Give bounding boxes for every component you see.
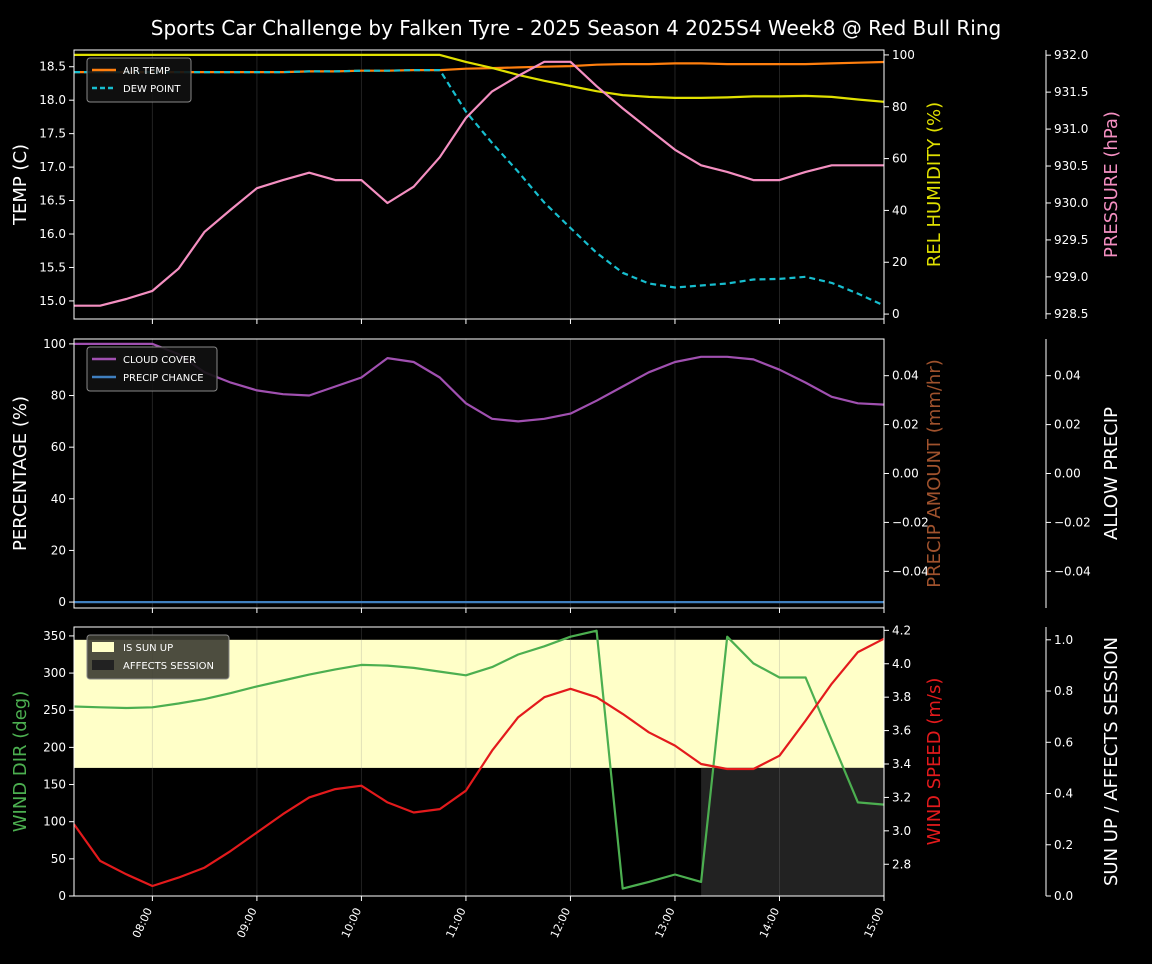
y2-tick-label: 80 <box>892 100 907 114</box>
y-axis-label: TEMP (C) <box>10 144 31 226</box>
legend-label: AFFECTS SESSION <box>123 661 214 672</box>
y2-tick-label: 20 <box>892 255 907 269</box>
y2-tick-label: 0.02 <box>892 418 919 432</box>
y3-tick-label: 929.5 <box>1054 233 1088 247</box>
y3-tick-label: 0.04 <box>1054 369 1081 383</box>
y2-tick-label: 3.4 <box>892 757 911 771</box>
y3-tick-label: 0.6 <box>1054 735 1073 749</box>
y-tick-label: 16.0 <box>39 227 66 241</box>
y2-tick-label: 40 <box>892 203 907 217</box>
y2-tick-label: 2.8 <box>892 857 911 871</box>
y-tick-label: 0 <box>58 595 66 609</box>
y-tick-label: 80 <box>51 389 66 403</box>
y3-tick-label: 0.00 <box>1054 467 1081 481</box>
x-tick-label: 12:00 <box>548 906 573 940</box>
series-line-dew-point <box>74 69 885 307</box>
legend-swatch <box>92 660 114 670</box>
y3-tick-label: 931.5 <box>1054 85 1088 99</box>
y2-tick-label: 3.0 <box>892 824 911 838</box>
y-axis-label: PERCENTAGE (%) <box>10 396 31 551</box>
y-axis-label: WIND DIR (deg) <box>10 691 31 833</box>
y2-tick-label: 3.8 <box>892 690 911 704</box>
y-tick-label: 15.5 <box>39 260 66 274</box>
y3-tick-label: 930.0 <box>1054 196 1088 210</box>
y-tick-label: 350 <box>43 629 66 643</box>
y3-tick-label: 931.0 <box>1054 122 1088 136</box>
y2-tick-label: −0.04 <box>892 564 929 578</box>
y3-tick-label: −0.02 <box>1054 515 1091 529</box>
series-line-air-temp <box>74 60 885 74</box>
y-tick-label: 50 <box>51 852 66 866</box>
x-tick-label: 10:00 <box>339 906 364 940</box>
legend-swatch <box>92 642 114 652</box>
y-tick-label: 17.5 <box>39 127 66 141</box>
y-tick-label: 200 <box>43 740 66 754</box>
x-tick-label: 08:00 <box>130 906 155 940</box>
y3-axis-label: ALLOW PRECIP <box>1101 407 1122 540</box>
chart-title: Sports Car Challenge by Falken Tyre - 20… <box>151 16 1001 40</box>
x-tick-label: 09:00 <box>234 906 259 940</box>
x-tick-label: 14:00 <box>757 906 782 940</box>
y-tick-label: 0 <box>58 889 66 903</box>
legend-box <box>86 57 192 103</box>
legend-label: CLOUD COVER <box>123 355 196 366</box>
y2-axis-label: PRECIP AMOUNT (mm/hr) <box>924 359 945 588</box>
legend-label: IS SUN UP <box>123 643 173 654</box>
y3-tick-label: 932.0 <box>1054 48 1088 62</box>
legend-label: DEW POINT <box>123 84 181 95</box>
y-tick-label: 20 <box>51 543 66 557</box>
y3-tick-label: −0.04 <box>1054 564 1091 578</box>
y3-tick-label: 930.5 <box>1054 159 1088 173</box>
y3-tick-label: 0.4 <box>1054 787 1073 801</box>
y2-tick-label: 60 <box>892 152 907 166</box>
y-tick-label: 60 <box>51 440 66 454</box>
y-tick-label: 18.0 <box>39 93 66 107</box>
series-line-y-0 <box>73 629 885 890</box>
y-tick-label: 100 <box>43 815 66 829</box>
plot-frame <box>73 626 885 897</box>
y3-tick-label: 0.02 <box>1054 418 1081 432</box>
y2-tick-label: −0.02 <box>892 515 929 529</box>
y2-tick-label: 3.2 <box>892 790 911 804</box>
y-tick-label: 100 <box>43 337 66 351</box>
y-tick-label: 18.5 <box>39 60 66 74</box>
y3-tick-label: 928.5 <box>1054 307 1088 321</box>
x-tick-label: 13:00 <box>653 906 678 940</box>
y3-axis-label: SUN UP / AFFECTS SESSION <box>1101 637 1122 886</box>
y-tick-label: 17.0 <box>39 160 66 174</box>
legend-label: AIR TEMP <box>123 66 170 77</box>
y3-tick-label: 0.0 <box>1054 889 1073 903</box>
legend-label: PRECIP CHANCE <box>123 373 204 384</box>
y2-tick-label: 3.6 <box>892 724 911 738</box>
y-tick-label: 250 <box>43 703 66 717</box>
y3-tick-label: 0.2 <box>1054 838 1073 852</box>
y2-tick-label: 0.04 <box>892 369 919 383</box>
x-tick-label: 11:00 <box>443 906 468 940</box>
y3-tick-label: 1.0 <box>1054 633 1073 647</box>
y2-axis-label: WIND SPEED (m/s) <box>924 678 945 846</box>
y2-axis-label: REL HUMIDITY (%) <box>924 102 945 267</box>
series-line-y3-3 <box>74 60 884 307</box>
y2-tick-label: 4.2 <box>892 623 911 637</box>
y2-tick-label: 0.00 <box>892 467 919 481</box>
y2-tick-label: 100 <box>892 48 915 62</box>
y2-tick-label: 4.0 <box>892 657 911 671</box>
y-tick-label: 150 <box>43 778 66 792</box>
y3-tick-label: 0.8 <box>1054 684 1073 698</box>
series-line-y2-2 <box>74 53 885 103</box>
y-tick-label: 300 <box>43 666 66 680</box>
x-tick-label: 15:00 <box>862 906 887 940</box>
y-tick-label: 16.5 <box>39 194 66 208</box>
y-tick-label: 15.0 <box>39 294 66 308</box>
y2-tick-label: 0 <box>892 307 900 321</box>
legend-box <box>86 634 230 680</box>
y-tick-label: 40 <box>51 492 66 506</box>
y3-tick-label: 929.0 <box>1054 270 1088 284</box>
series-line-y2-1 <box>73 637 885 888</box>
y3-axis-label: PRESSURE (hPa) <box>1101 111 1122 258</box>
legend-box <box>86 346 218 392</box>
plot-frame <box>73 49 885 320</box>
affects-session-area <box>701 767 884 896</box>
